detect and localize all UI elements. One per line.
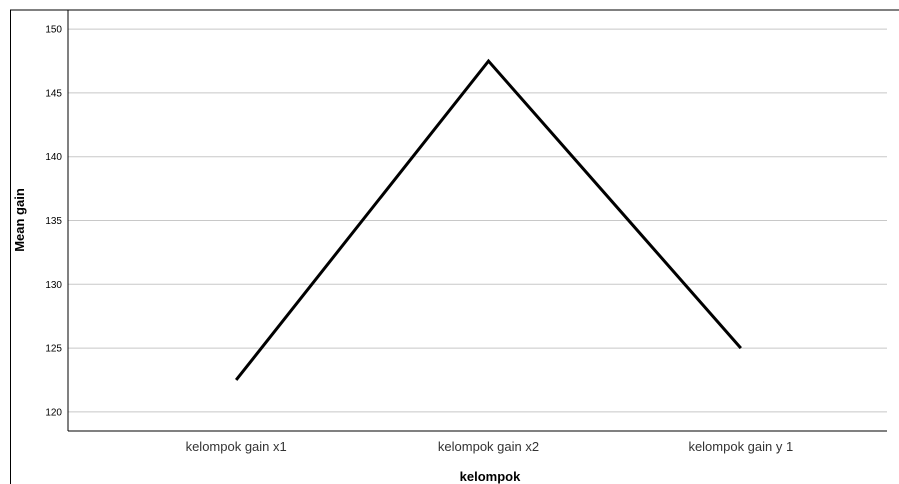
y-tick-label: 135 [45,216,62,227]
plot-frame [10,9,899,484]
x-axis-title: kelompok [460,469,521,484]
y-axis-ticks: 120 125 130 135 140 145 150 [45,25,62,419]
x-tick-label: kelompok gain x1 [186,439,287,454]
y-axis-title: Mean gain [12,188,27,252]
x-tick-label: kelompok gain y 1 [688,439,793,454]
y-tick-label: 130 [45,280,62,291]
series-lines [234,58,742,381]
x-tick-label: kelompok gain x2 [438,439,539,454]
gridlines [68,28,887,413]
y-tick-label: 140 [45,152,62,163]
y-tick-label: 145 [45,88,62,99]
y-tick-label: 150 [45,25,62,36]
x-axis-ticks: kelompok gain x1 kelompok gain x2 kelompok… [186,439,794,454]
y-tick-label: 125 [45,344,62,355]
y-tick-label: 120 [45,407,62,418]
